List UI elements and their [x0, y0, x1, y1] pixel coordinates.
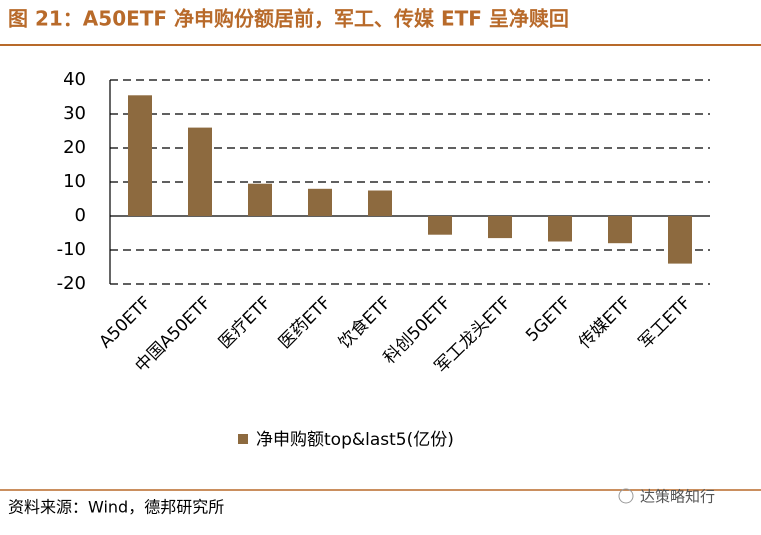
x-tick-label: 军工ETF	[635, 293, 695, 353]
x-tick-label: 医药ETF	[275, 293, 335, 353]
bar	[488, 216, 512, 239]
source: 资料来源：Wind，德邦研究所	[8, 498, 224, 517]
y-tick-label: 10	[63, 171, 86, 192]
bar	[428, 216, 452, 235]
bar	[608, 216, 632, 244]
x-tick-label: A50ETF	[96, 293, 156, 353]
bar	[188, 127, 212, 216]
bar	[668, 216, 692, 264]
y-tick-label: -20	[57, 273, 86, 294]
x-tick-label: 传媒ETF	[575, 293, 635, 353]
legend-swatch	[238, 434, 248, 444]
bar	[248, 183, 272, 216]
x-tick-label: 5GETF	[522, 293, 575, 346]
watermark: 达策略知行	[640, 488, 715, 506]
chart-title: 图 21：A50ETF 净申购份额居前，军工、传媒 ETF 呈净赎回	[8, 7, 569, 31]
x-tick-label: 医疗ETF	[215, 293, 275, 353]
x-tick-label: 饮食ETF	[335, 293, 395, 353]
y-tick-label: -10	[57, 239, 86, 260]
bar	[548, 216, 572, 242]
watermark-icon	[618, 488, 634, 504]
y-tick-label: 30	[63, 103, 86, 124]
y-tick-label: 0	[75, 205, 86, 226]
bar	[308, 188, 332, 216]
y-tick-label: 40	[63, 69, 86, 90]
bar	[128, 95, 152, 216]
bar	[368, 190, 392, 216]
legend-label: 净申购额top&last5(亿份)	[256, 430, 454, 450]
y-tick-label: 20	[63, 137, 86, 158]
